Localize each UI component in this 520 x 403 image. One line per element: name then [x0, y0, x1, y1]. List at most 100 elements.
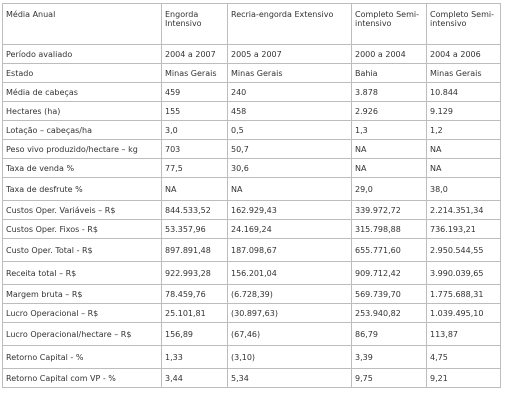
row-label-cell: Período avaliado — [2, 44, 162, 64]
table-cell: Minas Gerais — [426, 63, 501, 83]
table-cell: (3,10) — [227, 345, 352, 369]
table-cell: 9,75 — [351, 368, 427, 388]
row-label-cell: Taxa de desfrute % — [2, 177, 162, 201]
table-cell: 156.201,04 — [227, 261, 352, 285]
row-label-cell: Receita total – R$ — [2, 261, 162, 285]
table-cell: 1,3 — [351, 120, 427, 140]
table-cell: NA — [227, 177, 352, 201]
table-cell: 315.798,88 — [351, 219, 427, 239]
table-body: Média Anual Engorda Intensivo Recria-eng… — [2, 3, 501, 388]
table-cell: 155 — [161, 101, 228, 121]
table-cell: 5,34 — [227, 368, 352, 388]
table-cell: 2.214.351,34 — [426, 200, 501, 220]
row-label-cell: Lucro Operacional/hectare – R$ — [2, 322, 162, 346]
table-row: Custos Oper. Fixos - R$ 53.357,96 24.169,2… — [2, 219, 501, 239]
table-header-row: Média Anual Engorda Intensivo Recria-eng… — [2, 3, 501, 45]
table-cell: 78.459,76 — [161, 284, 228, 304]
table-cell: 2004 a 2006 — [426, 44, 501, 64]
table-cell: 2.950.544,55 — [426, 238, 501, 262]
header-cell: Engorda Intensivo — [161, 3, 228, 45]
table-cell: 922.993,28 — [161, 261, 228, 285]
table-cell: 2.926 — [351, 101, 427, 121]
table-cell: 1,33 — [161, 345, 228, 369]
table-row: Peso vivo produzido/hectare – kg 703 50,7 N… — [2, 139, 501, 159]
table-cell: Minas Gerais — [227, 63, 352, 83]
table-container: Média Anual Engorda Intensivo Recria-eng… — [2, 3, 501, 388]
table-cell: 736.193,21 — [426, 219, 501, 239]
table-row: Média de cabeças 459 240 3.878 10.844 — [2, 82, 501, 102]
table-cell: 897.891,48 — [161, 238, 228, 262]
row-label-cell: Estado — [2, 63, 162, 83]
row-label-cell: Média de cabeças — [2, 82, 162, 102]
table-cell: 3.878 — [351, 82, 427, 102]
table-cell: 113,87 — [426, 322, 501, 346]
table-cell: 53.357,96 — [161, 219, 228, 239]
row-label-cell: Taxa de venda % — [2, 158, 162, 178]
table-cell: Minas Gerais — [161, 63, 228, 83]
row-label-cell: Custos Oper. Fixos - R$ — [2, 219, 162, 239]
table-row: Taxa de venda % 77,5 30,6 NA NA — [2, 158, 501, 178]
table-cell: 2004 a 2007 — [161, 44, 228, 64]
row-label-cell: Peso vivo produzido/hectare – kg — [2, 139, 162, 159]
table-cell: 1,2 — [426, 120, 501, 140]
table-row: Estado Minas Gerais Minas Gerais Bahia Minas… — [2, 63, 501, 83]
table-row: Período avaliado 2004 a 2007 2005 a 2007 20… — [2, 44, 501, 64]
table-cell: NA — [426, 139, 501, 159]
table-cell: 3,0 — [161, 120, 228, 140]
table-cell: 2005 a 2007 — [227, 44, 352, 64]
row-label-cell: Retorno Capital - % — [2, 345, 162, 369]
table-cell: 655.771,60 — [351, 238, 427, 262]
row-label-cell: Custo Oper. Total - R$ — [2, 238, 162, 262]
table-cell: 253.940,82 — [351, 303, 427, 323]
header-cell: Recria-engorda Extensivo — [227, 3, 352, 45]
table-cell: 459 — [161, 82, 228, 102]
header-cell: Completo Semi-intensivo — [351, 3, 427, 45]
table-cell: 24.169,24 — [227, 219, 352, 239]
table-cell: 0,5 — [227, 120, 352, 140]
header-cell: Completo Semi-intensivo — [426, 3, 501, 45]
table-cell: NA — [351, 158, 427, 178]
table-cell: (67,46) — [227, 322, 352, 346]
table-row: Retorno Capital com VP - % 3,44 5,34 9,75 9,… — [2, 368, 501, 388]
table-cell: 9,21 — [426, 368, 501, 388]
table-cell: 1.039.495,10 — [426, 303, 501, 323]
table-row: Margem bruta – R$ 78.459,76 (6.728,39) 569.… — [2, 284, 501, 304]
table-row: Taxa de desfrute % NA NA 29,0 38,0 — [2, 177, 501, 201]
table-cell: 30,6 — [227, 158, 352, 178]
table-row: Lucro Operacional/hectare – R$ 156,89 (67,… — [2, 322, 501, 346]
table-cell: 3.990.039,65 — [426, 261, 501, 285]
table-cell: (6.728,39) — [227, 284, 352, 304]
row-label-cell: Margem bruta – R$ — [2, 284, 162, 304]
row-label-cell: Retorno Capital com VP - % — [2, 368, 162, 388]
table-cell: 240 — [227, 82, 352, 102]
row-label-cell: Custos Oper. Variáveis – R$ — [2, 200, 162, 220]
table-cell: 187.098,67 — [227, 238, 352, 262]
table-cell: 569.739,70 — [351, 284, 427, 304]
row-label-cell: Hectares (ha) — [2, 101, 162, 121]
table-cell: 844.533,52 — [161, 200, 228, 220]
table-cell: 3,44 — [161, 368, 228, 388]
table-cell: 10.844 — [426, 82, 501, 102]
table-cell: NA — [161, 177, 228, 201]
table-cell: 4,75 — [426, 345, 501, 369]
table-cell: 2000 a 2004 — [351, 44, 427, 64]
table-row: Custos Oper. Variáveis – R$ 844.533,52 162… — [2, 200, 501, 220]
table-cell: 339.972,72 — [351, 200, 427, 220]
table-row: Lotação – cabeças/ha 3,0 0,5 1,3 1,2 — [2, 120, 501, 140]
data-table: Média Anual Engorda Intensivo Recria-eng… — [2, 3, 501, 388]
table-cell: 9.129 — [426, 101, 501, 121]
table-cell: Bahia — [351, 63, 427, 83]
table-cell: 77,5 — [161, 158, 228, 178]
table-row: Retorno Capital - % 1,33 (3,10) 3,39 4,75 — [2, 345, 501, 369]
table-cell: 458 — [227, 101, 352, 121]
table-cell: 1.775.688,31 — [426, 284, 501, 304]
header-cell: Média Anual — [2, 3, 162, 45]
table-row: Hectares (ha) 155 458 2.926 9.129 — [2, 101, 501, 121]
table-cell: 909.712,42 — [351, 261, 427, 285]
table-cell: 86,79 — [351, 322, 427, 346]
table-cell: NA — [426, 158, 501, 178]
table-row: Receita total – R$ 922.993,28 156.201,04 90… — [2, 261, 501, 285]
table-cell: 25.101,81 — [161, 303, 228, 323]
table-cell: (30.897,63) — [227, 303, 352, 323]
table-cell: 156,89 — [161, 322, 228, 346]
